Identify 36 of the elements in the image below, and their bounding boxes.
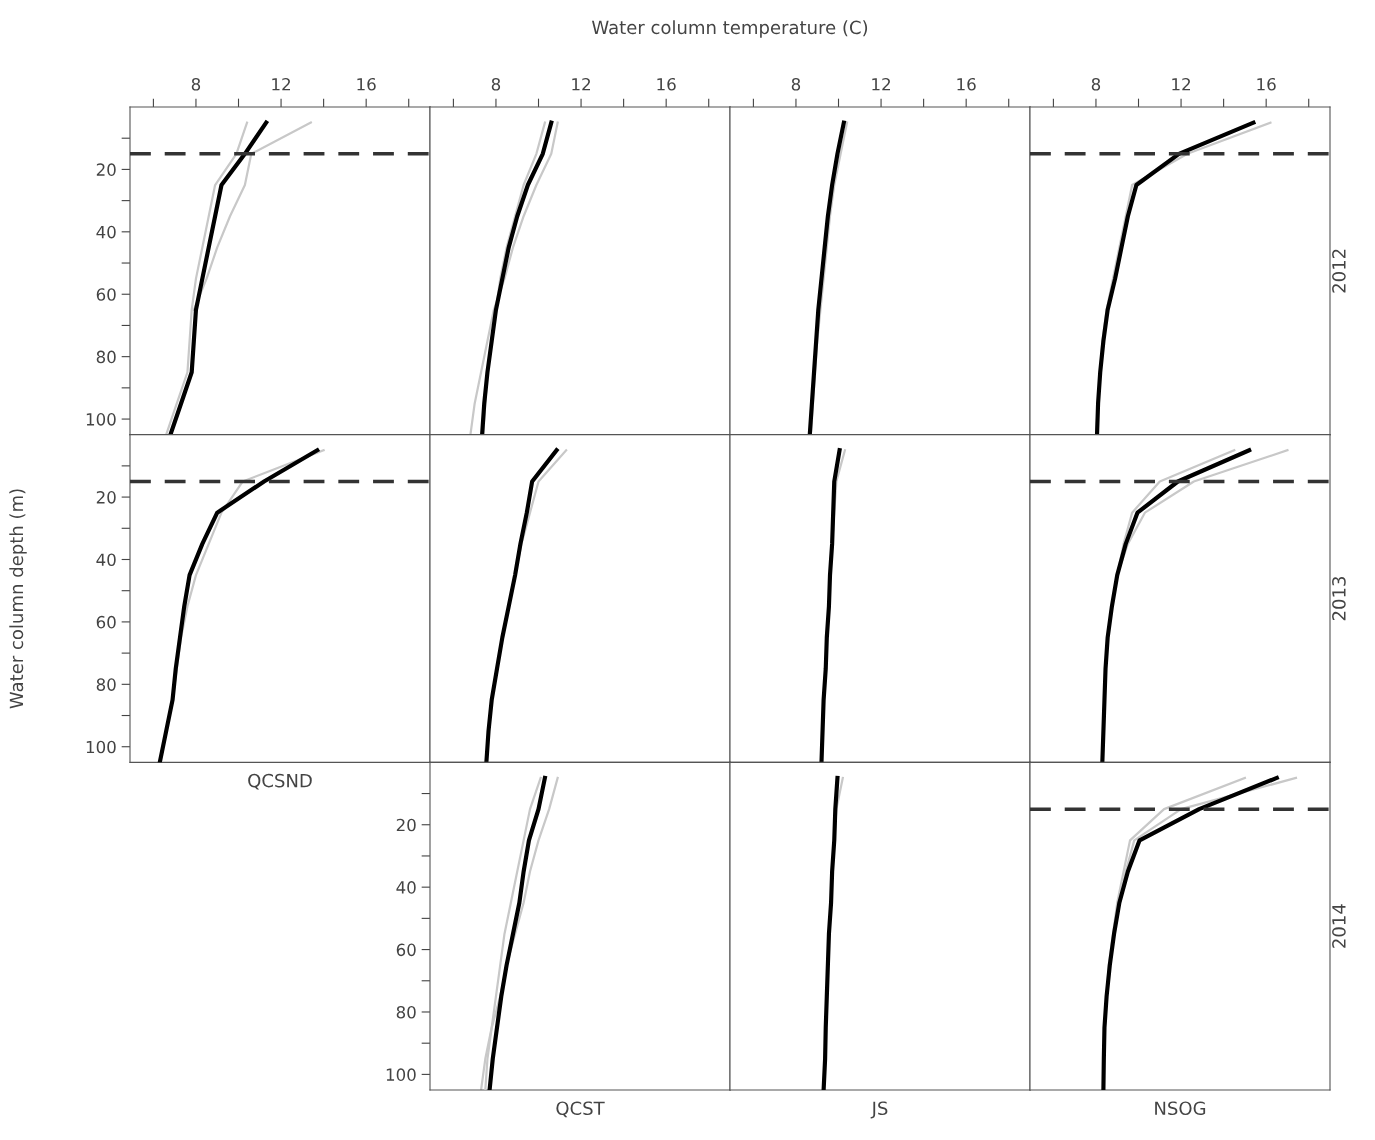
- y-tick-label: 20: [96, 163, 116, 176]
- x-tick-label: 8: [191, 77, 201, 91]
- y-tick-label: 100: [386, 1068, 416, 1081]
- x-tick-label: 12: [1172, 77, 1190, 91]
- x-tick-label: 12: [272, 77, 290, 91]
- x-tick-label: 16: [657, 77, 676, 91]
- x-axis-title: JS: [870, 1101, 888, 1119]
- y-axis-title: Water column depth (m): [9, 489, 27, 709]
- y-tick-label: 40: [96, 553, 116, 567]
- x-tick-label: 16: [1257, 77, 1276, 91]
- x2-axis-title: Water column temperature (C): [591, 20, 868, 38]
- y-tick-label: 80: [396, 1005, 416, 1019]
- x-axis-title: NSOG: [1155, 1101, 1206, 1116]
- x-tick-label: 16: [357, 77, 376, 91]
- y-tick-label: 60: [396, 943, 416, 957]
- x-tick-label: 8: [791, 77, 801, 91]
- y-tick-label: 20: [96, 491, 116, 504]
- y-tick-label: 60: [96, 288, 116, 301]
- x-tick-label: 12: [872, 77, 890, 91]
- text: 2012: [1332, 249, 1346, 293]
- y-tick-label: 80: [96, 350, 116, 364]
- y-tick-label: 100: [86, 740, 116, 754]
- text: 2013: [1332, 576, 1346, 621]
- x-axis-title: QCST: [556, 1101, 605, 1118]
- x-axis-title: QCSND: [248, 773, 312, 790]
- x-tick-label: 12: [572, 77, 590, 91]
- text: 2014: [1332, 904, 1346, 948]
- y-tick-label: 20: [396, 818, 416, 832]
- x-tick-label: 8: [1091, 77, 1101, 91]
- y-tick-label: 40: [96, 225, 116, 239]
- y-tick-label: 40: [396, 881, 416, 894]
- x-tick-label: 8: [491, 77, 501, 91]
- y-tick-label: 80: [96, 678, 116, 691]
- y-tick-label: 100: [86, 413, 116, 426]
- y-tick-label: 60: [96, 615, 116, 629]
- x-tick-label: 16: [957, 77, 976, 91]
